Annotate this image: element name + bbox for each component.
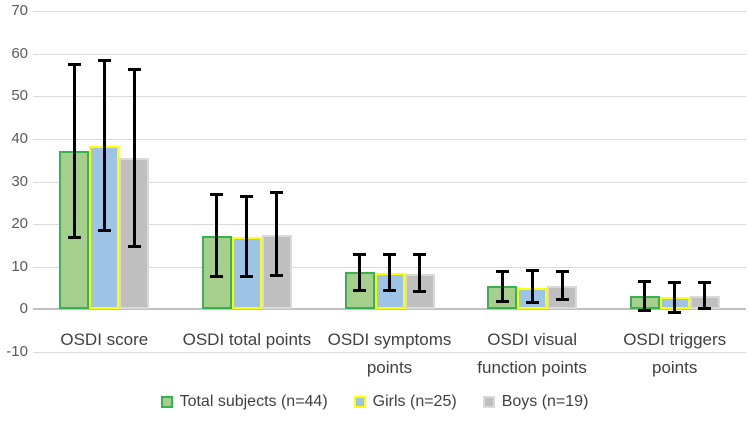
error-bar-cap-bottom	[270, 273, 284, 277]
legend: Total subjects (n=44) Girls (n=25) Boys …	[0, 393, 749, 411]
gridline	[33, 224, 746, 226]
error-bar-line	[703, 282, 707, 309]
legend-item-label: Girls (n=25)	[372, 393, 457, 410]
error-bar-line	[560, 271, 564, 300]
error-bar-cap-bottom	[413, 290, 426, 294]
gridline	[33, 96, 746, 98]
legend-swatch-girls	[353, 396, 366, 408]
error-bar-line	[72, 64, 76, 239]
error-bar-cap-bottom	[555, 297, 569, 301]
y-axis-tick-label: 0	[19, 300, 28, 318]
error-bar-line	[358, 253, 361, 292]
category-label: OSDI triggers points	[623, 330, 727, 378]
error-bar-cap-top	[413, 252, 426, 256]
error-bar-cap-top	[383, 252, 396, 256]
error-bar-cap-top	[668, 281, 682, 285]
gridline	[33, 308, 746, 311]
y-axis-tick-label: 30	[11, 172, 28, 190]
category-label: OSDI symptoms points	[327, 330, 452, 378]
legend-item-girls: Girls (n=25)	[353, 393, 457, 411]
error-bar-cap-top	[67, 63, 81, 67]
y-axis-tick-label: 70	[11, 2, 28, 19]
category-label: OSDI score	[60, 330, 149, 350]
error-bar-line	[102, 60, 106, 231]
legend-swatch-total-subjects	[160, 396, 173, 408]
error-bar-line	[418, 253, 421, 293]
error-bar-cap-bottom	[353, 289, 366, 293]
error-bar-cap-top	[127, 67, 141, 71]
y-axis-tick-label: 10	[11, 257, 28, 275]
error-bar-cap-bottom	[638, 309, 652, 313]
y-axis-tick-label: 50	[11, 87, 28, 105]
error-bar-cap-bottom	[698, 306, 712, 310]
error-bar-cap-top	[495, 269, 509, 273]
error-bar-cap-top	[525, 268, 539, 272]
gridline	[33, 11, 746, 12]
error-bar-cap-top	[698, 281, 712, 285]
category-label: OSDI total points	[182, 330, 312, 350]
legend-item-label: Boys (n=19)	[501, 393, 589, 410]
category-label: OSDI visual function points	[477, 330, 587, 378]
error-bar-line	[530, 269, 534, 304]
gridline	[33, 138, 746, 140]
error-bar-line	[673, 282, 677, 313]
error-bar-cap-bottom	[210, 274, 224, 278]
error-bar-cap-bottom	[668, 310, 682, 314]
error-bar-cap-top	[353, 252, 366, 256]
error-bar-cap-top	[555, 270, 569, 274]
error-bar-cap-top	[240, 194, 254, 198]
error-bar-cap-bottom	[383, 289, 396, 293]
error-bar-cap-bottom	[67, 236, 81, 240]
error-bar-line	[643, 280, 647, 312]
error-bar-cap-top	[210, 193, 224, 197]
gridline	[33, 352, 746, 353]
y-axis-tick-label: 60	[11, 44, 28, 62]
error-bar-cap-bottom	[525, 301, 539, 305]
gridline	[33, 53, 746, 55]
error-bar-cap-bottom	[240, 274, 254, 278]
error-bar-cap-top	[638, 279, 652, 283]
error-bar-cap-bottom	[127, 244, 141, 248]
y-axis-tick-label: -10	[6, 343, 28, 360]
legend-item-total-subjects: Total subjects (n=44)	[160, 393, 328, 411]
error-bar-cap-top	[270, 191, 284, 195]
y-axis-tick-label: 20	[11, 215, 28, 233]
error-bar-line	[275, 192, 279, 276]
error-bar-line	[500, 270, 504, 303]
legend-item-boys: Boys (n=19)	[482, 393, 589, 411]
error-bar-cap-bottom	[97, 228, 111, 232]
error-bar-line	[215, 194, 219, 277]
gridline	[33, 181, 746, 183]
error-bar-line	[388, 253, 391, 292]
error-bar-cap-bottom	[495, 300, 509, 304]
legend-item-label: Total subjects (n=44)	[179, 393, 328, 410]
error-bar-line	[132, 68, 136, 247]
error-bar-line	[245, 195, 249, 277]
y-axis-tick-label: 40	[11, 129, 28, 147]
legend-swatch-boys	[482, 396, 495, 408]
bar	[89, 145, 120, 310]
error-bar-cap-top	[97, 59, 111, 63]
